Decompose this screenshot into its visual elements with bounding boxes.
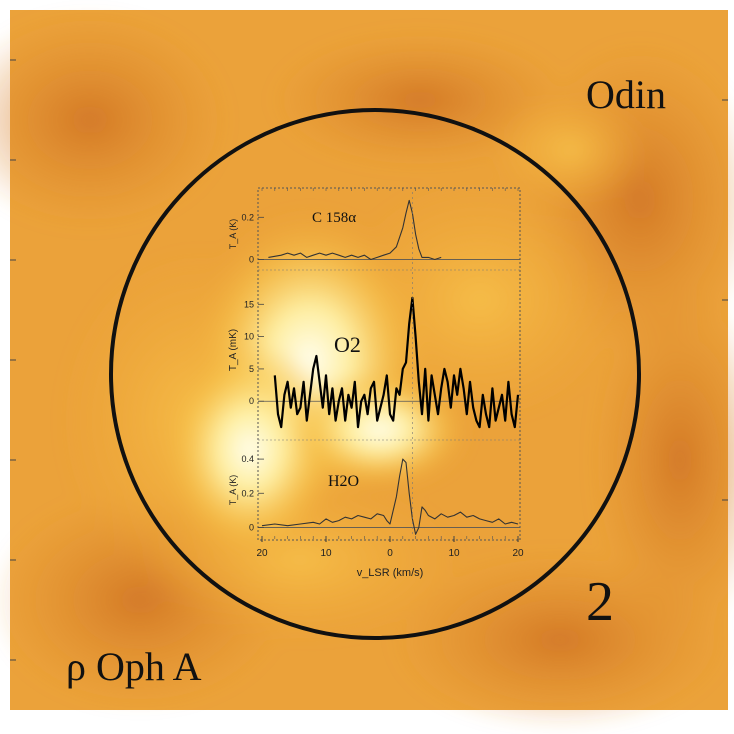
- xtick-label-4: 20: [512, 548, 524, 559]
- series-line-c158a: [268, 199, 442, 261]
- beam-circle: [109, 108, 641, 640]
- xtick-label-2: 0: [387, 548, 393, 559]
- telescope-label: Odin: [586, 72, 666, 117]
- ylabel-c158a: T_A (K): [228, 219, 238, 250]
- ytick-label-o2-1: 10: [244, 332, 254, 342]
- ytick-label-c158a-0: 0.2: [241, 212, 254, 222]
- ytick-label-h2o-0: 0.4: [241, 454, 254, 464]
- series-label-c158a: C 158α: [312, 210, 356, 226]
- ytick-label-c158a-1: 0: [249, 254, 254, 264]
- series-line-o2: [273, 296, 520, 429]
- xtick-label-3: 10: [448, 548, 460, 559]
- ytick-label-h2o-1: 0.2: [241, 488, 254, 498]
- series-line-h2o: [261, 458, 519, 535]
- plot-frame: [257, 187, 521, 541]
- series-label-o2: O2: [334, 332, 361, 357]
- ylabel-h2o: T_A (K): [228, 475, 238, 506]
- source-label: ρ Oph A: [66, 644, 202, 689]
- xtick-label-1: 10: [320, 548, 332, 559]
- ytick-label-o2-0: 15: [244, 299, 254, 309]
- ytick-label-h2o-2: 0: [249, 522, 254, 532]
- xaxis-label: v_LSR (km/s): [357, 567, 424, 579]
- xtick-label-0: 20: [256, 548, 268, 559]
- frame-ticks: [10, 59, 728, 661]
- ylabel-o2: T_A (mK): [228, 329, 239, 371]
- series-label-h2o: H2O: [328, 473, 359, 490]
- spectra-plot: 0.2 0 15 10 5 0 0.4 0.2 0 20 10 0 10 20 C 158α O2 H2O…: [228, 187, 524, 579]
- ytick-label-o2-2: 5: [249, 364, 254, 374]
- beam-number: 2: [586, 571, 614, 633]
- ytick-label-o2-3: 0: [249, 396, 254, 406]
